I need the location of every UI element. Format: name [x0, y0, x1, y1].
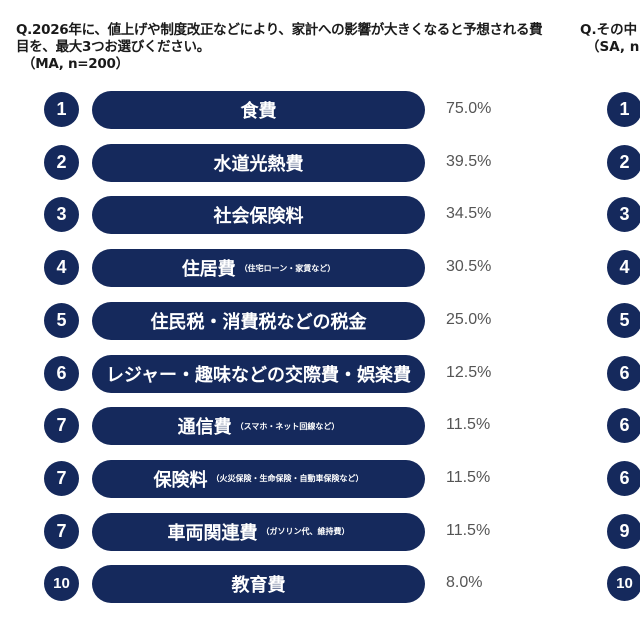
item-note: （スマホ・ネット回線など） — [235, 421, 340, 431]
item-percent: 30.5% — [446, 258, 492, 276]
rank-badge: 3 — [44, 197, 79, 233]
item-label: レジャー・趣味などの交際費・娯楽費 — [105, 364, 412, 386]
item-label: 住民税・消費税などの税金 — [150, 311, 367, 333]
item-label: 社会保険料 — [213, 206, 304, 228]
item-label: 保険料 — [153, 469, 208, 491]
item-bar: 水道光熱費 — [92, 143, 425, 182]
ranking-row: 1 食費 75.0% — [0, 90, 560, 130]
rank-badge: 6 — [44, 355, 79, 391]
item-percent: 75.0% — [446, 100, 492, 117]
second-rank-badge: 9 — [607, 513, 640, 549]
rank-badge: 10 — [44, 566, 79, 602]
ranking-row: 6 レジャー・趣味などの交際費・娯楽費 12.5% — [0, 354, 560, 394]
item-bar: 車両関連費 （ガソリン代、維持費） — [92, 512, 425, 551]
rank-badge: 4 — [44, 250, 79, 286]
item-label: 水道光熱費 — [213, 153, 304, 175]
item-percent: 12.5% — [446, 363, 492, 381]
item-bar: 通信費 （スマホ・ネット回線など） — [92, 407, 425, 446]
rank-badge: 7 — [44, 460, 79, 496]
item-percent: 34.5% — [446, 205, 492, 223]
item-note: （住宅ローン・家賃など） — [239, 263, 336, 273]
item-percent: 25.0% — [446, 310, 492, 328]
item-label: 車両関連費 — [167, 522, 258, 544]
second-question-text: Q.その中 （SA, n — [580, 22, 639, 56]
rank-badge: 1 — [44, 92, 79, 127]
sample-size: （MA, n=200） — [22, 56, 129, 72]
second-rank-badge: 4 — [607, 250, 640, 286]
second-rank-badge: 5 — [607, 302, 640, 338]
ranking-row: 7 保険料 （火災保険・生命保険・自動車保険など） 11.5% — [0, 459, 560, 499]
item-note: （火災保険・生命保険・自動車保険など） — [211, 474, 364, 484]
item-percent: 11.5% — [446, 521, 491, 539]
item-label: 食費 — [240, 101, 277, 122]
ranking-row: 4 住居費 （住宅ローン・家賃など） 30.5% — [0, 248, 560, 288]
item-bar: レジャー・趣味などの交際費・娯楽費 — [92, 354, 425, 393]
ranking-row: 2 水道光熱費 39.5% — [0, 143, 560, 183]
rank-badge: 7 — [44, 513, 79, 549]
second-rank-badge: 2 — [607, 144, 640, 180]
rank-badge: 7 — [44, 408, 79, 444]
second-rank-badge: 10 — [607, 566, 640, 602]
second-rank-badge: 6 — [607, 408, 640, 444]
item-bar: 住居費 （住宅ローン・家賃など） — [92, 249, 425, 288]
second-rank-badge: 6 — [607, 460, 640, 496]
item-bar: 食費 — [92, 91, 425, 129]
item-percent: 8.0% — [446, 574, 483, 592]
second-rank-badge: 3 — [607, 197, 640, 233]
item-note: （ガソリン代、維持費） — [261, 527, 350, 537]
second-question-title: Q.その中 — [580, 22, 638, 38]
ranking-row: 7 車両関連費 （ガソリン代、維持費） 11.5% — [0, 512, 560, 552]
ranking-row: 5 住民税・消費税などの税金 25.0% — [0, 301, 560, 341]
item-percent: 11.5% — [446, 416, 491, 434]
rank-badge: 2 — [44, 144, 79, 180]
second-sample-size: （SA, n — [586, 39, 640, 55]
ranking-row: 3 社会保険料 34.5% — [0, 195, 560, 235]
item-percent: 11.5% — [446, 468, 491, 486]
item-bar: 社会保険料 — [92, 196, 425, 235]
item-bar: 教育費 — [92, 565, 425, 604]
rank-badge: 5 — [44, 302, 79, 338]
question-text: Q.2026年に、値上げや制度改正などにより、家計への影響が大きくなると予想され… — [16, 22, 546, 73]
item-bar: 住民税・消費税などの税金 — [92, 301, 425, 340]
item-label: 教育費 — [231, 575, 286, 597]
ranking-row: 7 通信費 （スマホ・ネット回線など） 11.5% — [0, 406, 560, 446]
second-rank-badge: 6 — [607, 355, 640, 391]
item-bar: 保険料 （火災保険・生命保険・自動車保険など） — [92, 459, 425, 498]
question-title: Q.2026年に、値上げや制度改正などにより、家計への影響が大きくなると予想され… — [16, 22, 543, 55]
item-percent: 39.5% — [446, 152, 492, 170]
ranking-row: 10 教育費 8.0% — [0, 564, 560, 604]
item-label: 通信費 — [177, 417, 232, 439]
second-rank-badge: 1 — [607, 92, 640, 127]
item-label: 住居費 — [181, 259, 236, 281]
